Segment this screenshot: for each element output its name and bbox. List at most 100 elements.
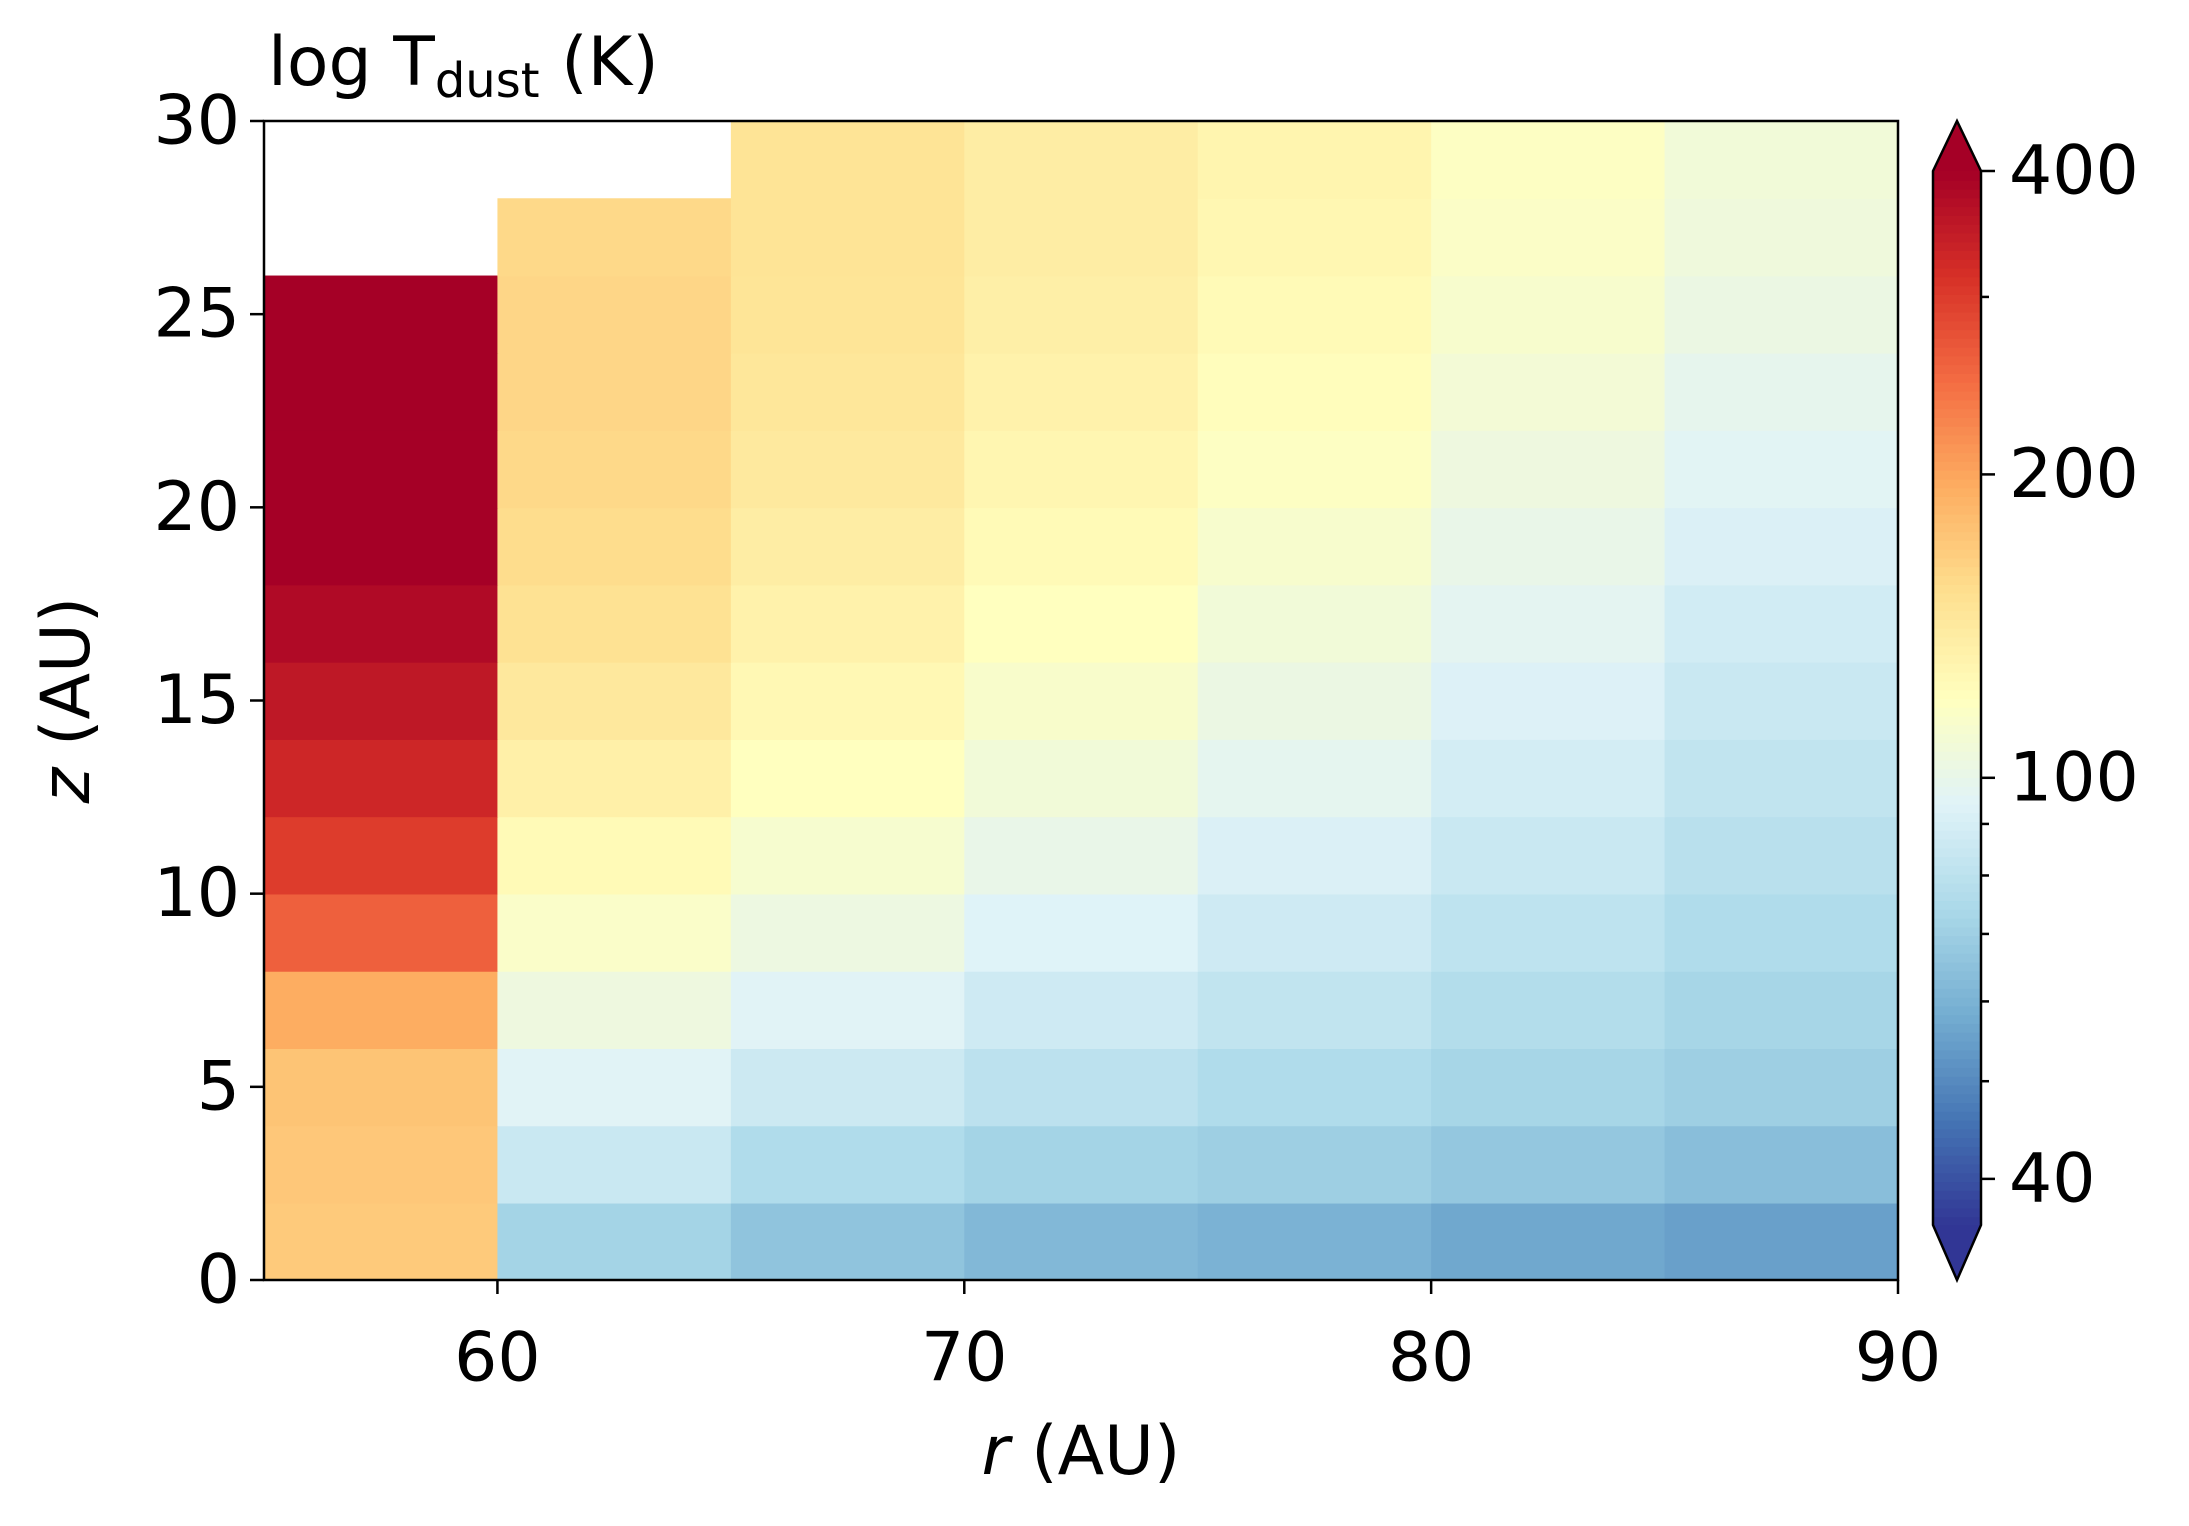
colorbar-segment bbox=[1933, 223, 1981, 234]
colorbar-segment bbox=[1933, 425, 1981, 436]
colorbar-segment bbox=[1933, 329, 1981, 339]
colorbar-segment bbox=[1933, 601, 1981, 612]
heatmap-cell bbox=[497, 816, 732, 895]
heatmap-cell bbox=[730, 275, 966, 354]
colorbar-segment bbox=[1933, 337, 1981, 348]
colorbar-segment bbox=[1933, 785, 1981, 796]
colorbar-segment bbox=[1933, 1207, 1981, 1218]
heatmap-cells bbox=[264, 121, 1898, 1280]
heatmap-cell bbox=[964, 893, 1199, 972]
colorbar-segment bbox=[1933, 900, 1981, 910]
y-tick-label: 25 bbox=[153, 275, 240, 354]
heatmap-cell bbox=[264, 430, 499, 509]
heatmap-cell bbox=[730, 121, 966, 200]
heatmap-cell bbox=[1197, 584, 1432, 663]
x-tick-label: 80 bbox=[1388, 1319, 1475, 1398]
colorbar-segment bbox=[1933, 777, 1981, 787]
heatmap-cell bbox=[1431, 275, 1666, 354]
heatmap-cell bbox=[1431, 893, 1666, 972]
heatmap-cell bbox=[264, 507, 499, 586]
heatmap-cell bbox=[1431, 584, 1666, 663]
colorbar-segment bbox=[1933, 838, 1981, 849]
colorbar-segment bbox=[1933, 1145, 1981, 1156]
heatmap-cell bbox=[730, 198, 966, 277]
heatmap-cell bbox=[264, 816, 499, 895]
colorbar-tick-label: 40 bbox=[2009, 1139, 2096, 1218]
colorbar-segment bbox=[1933, 399, 1981, 410]
colorbar-segment bbox=[1933, 548, 1981, 559]
heatmap-cell bbox=[1197, 970, 1432, 1049]
colorbar-segment bbox=[1933, 390, 1981, 401]
colorbar-segment bbox=[1933, 996, 1981, 1007]
colorbar-segment bbox=[1933, 311, 1981, 322]
heatmap-cell bbox=[1664, 507, 1898, 586]
heatmap-cell bbox=[497, 1202, 732, 1280]
title-end: (K) bbox=[540, 23, 659, 102]
colorbar-segment bbox=[1933, 1005, 1981, 1016]
colorbar-segment bbox=[1933, 1014, 1981, 1024]
heatmap-cell bbox=[264, 584, 499, 663]
colorbar-segment bbox=[1933, 469, 1981, 480]
x-axis-label: r (AU) bbox=[982, 1412, 1181, 1491]
heatmap-cell bbox=[264, 893, 499, 972]
colorbar-segment bbox=[1933, 715, 1981, 726]
colorbar-segment bbox=[1933, 452, 1981, 462]
colorbar-segment bbox=[1933, 917, 1981, 928]
heatmap-cell bbox=[264, 352, 499, 431]
colorbar-segment bbox=[1933, 671, 1981, 682]
colorbar-segment bbox=[1933, 1198, 1981, 1209]
x-label-var: r bbox=[982, 1412, 1014, 1491]
heatmap-cell bbox=[1197, 275, 1432, 354]
colorbar-segment bbox=[1933, 1163, 1981, 1174]
heatmap-cell bbox=[730, 661, 966, 740]
colorbar-segment bbox=[1933, 908, 1981, 919]
colorbar-segment bbox=[1933, 627, 1981, 638]
colorbar-segment bbox=[1933, 891, 1981, 902]
colorbar-segment bbox=[1933, 1137, 1981, 1147]
colorbar-segment bbox=[1933, 636, 1981, 647]
colorbar-segment bbox=[1933, 355, 1981, 366]
colorbar-segment bbox=[1933, 759, 1981, 770]
colorbar-segment bbox=[1933, 1049, 1981, 1060]
heatmap-cell bbox=[1197, 198, 1432, 277]
colorbar-segment bbox=[1933, 943, 1981, 954]
heatmap-cell bbox=[964, 352, 1199, 431]
colorbar-segment bbox=[1933, 794, 1981, 805]
colorbar-segment bbox=[1933, 689, 1981, 699]
colorbar-segment bbox=[1933, 171, 1981, 181]
heatmap-cell bbox=[1197, 1125, 1432, 1204]
heatmap-cell bbox=[264, 1202, 499, 1280]
heatmap-cell bbox=[1431, 739, 1666, 818]
colorbar-segment bbox=[1933, 575, 1981, 585]
heatmap-cell bbox=[730, 584, 966, 663]
heatmap-cell bbox=[1197, 816, 1432, 895]
colorbar-segment bbox=[1933, 803, 1981, 814]
colorbar-segment bbox=[1933, 1119, 1981, 1130]
colorbar-segment bbox=[1933, 478, 1981, 489]
colorbar-segment bbox=[1933, 750, 1981, 761]
colorbar-segment bbox=[1933, 864, 1981, 875]
y-axis-label: z (AU) bbox=[27, 597, 106, 805]
heatmap-cell bbox=[1197, 1048, 1432, 1127]
heatmap-cell bbox=[964, 661, 1199, 740]
colorbar-segment bbox=[1933, 856, 1981, 866]
heatmap-cell bbox=[1431, 507, 1666, 586]
colorbar-segment bbox=[1933, 970, 1981, 981]
colorbar-segment bbox=[1933, 1075, 1981, 1086]
colorbar-segment bbox=[1933, 504, 1981, 515]
colorbar-segment bbox=[1933, 1102, 1981, 1112]
colorbar-segment bbox=[1933, 926, 1981, 937]
y-label-unit: (AU) bbox=[27, 597, 106, 768]
heatmap-cell bbox=[1197, 430, 1432, 509]
heatmap-cell bbox=[1431, 1125, 1666, 1204]
colorbar-segment bbox=[1933, 1181, 1981, 1191]
heatmap-cell bbox=[264, 1048, 499, 1127]
colorbar-segment bbox=[1933, 583, 1981, 594]
colorbar-segment bbox=[1933, 847, 1981, 858]
colorbar-segment bbox=[1933, 1110, 1981, 1121]
colorbar-segment bbox=[1933, 1040, 1981, 1051]
heatmap-cell bbox=[264, 661, 499, 740]
heatmap-cell bbox=[264, 1125, 499, 1204]
colorbar-segment bbox=[1933, 592, 1981, 603]
colorbar-segment bbox=[1933, 952, 1981, 963]
